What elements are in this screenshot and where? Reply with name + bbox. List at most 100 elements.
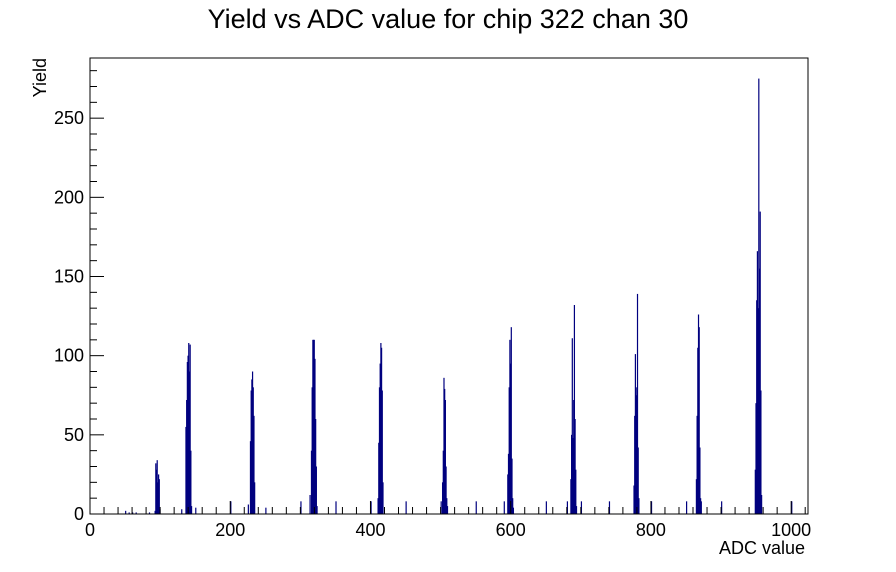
- x-axis: 0 200 400 600 800 1000: [85, 501, 811, 540]
- histogram-bin: [253, 415, 255, 514]
- histogram-bin: [381, 390, 383, 514]
- histogram-bin: [312, 339, 315, 514]
- histogram-bin: [571, 434, 573, 514]
- histogram-bin: [698, 327, 700, 514]
- y-tick-label: 100: [54, 346, 84, 366]
- histogram-bin: [125, 510, 127, 514]
- histogram-bin: [759, 211, 761, 514]
- histogram-bin: [638, 498, 640, 514]
- histogram-bin: [545, 501, 547, 514]
- histogram-bin: [187, 355, 189, 514]
- chart-title: Yield vs ADC value for chip 322 chan 30: [208, 4, 689, 34]
- histogram-bin: [128, 512, 130, 514]
- histogram-bin: [252, 387, 254, 514]
- histogram-bin: [377, 498, 379, 514]
- histogram-bin: [446, 498, 448, 514]
- histogram-bin: [636, 387, 638, 514]
- histogram-bin: [155, 469, 158, 514]
- histogram-bin: [158, 479, 160, 514]
- histogram-bin: [188, 343, 190, 514]
- histogram-bin: [571, 338, 573, 514]
- histogram-bin: [634, 415, 636, 514]
- histogram-bin: [190, 450, 192, 514]
- histogram-bin: [697, 347, 699, 514]
- histogram-bin: [181, 509, 183, 514]
- histogram-bin: [405, 501, 407, 514]
- histogram-bin: [758, 268, 761, 514]
- x-tick-label: 1000: [771, 520, 811, 540]
- histogram-bin: [265, 507, 267, 514]
- histogram-bin: [230, 501, 232, 514]
- histogram-bin: [251, 371, 254, 514]
- histogram-bin: [507, 474, 509, 514]
- histogram-bin: [637, 447, 639, 514]
- histogram-bin: [756, 251, 759, 515]
- histogram-bin: [309, 495, 311, 514]
- histogram-bin: [695, 479, 698, 514]
- y-axis-label: Yield: [30, 58, 50, 97]
- histogram-bin: [312, 339, 314, 514]
- histogram-bin: [634, 354, 637, 514]
- histogram-bin: [697, 314, 700, 514]
- histogram-bin: [700, 498, 702, 514]
- histogram-bin: [511, 458, 513, 514]
- histogram-bin: [650, 501, 653, 514]
- histogram-bin: [608, 501, 611, 514]
- histogram-bin: [155, 463, 157, 514]
- histogram-bin: [512, 507, 515, 514]
- histogram-bin: [156, 460, 158, 514]
- histogram-bin: [158, 474, 160, 514]
- histogram-bin: [686, 501, 688, 514]
- histogram-bin: [154, 510, 156, 514]
- histogram-bin: [575, 506, 578, 514]
- histogram-bin: [444, 400, 446, 514]
- histogram-bin: [758, 78, 760, 514]
- histogram-bin: [754, 469, 756, 514]
- histogram-bin: [507, 453, 510, 514]
- x-tick-label: 800: [636, 520, 666, 540]
- histogram-bin: [247, 504, 249, 514]
- histogram-bin: [135, 512, 137, 514]
- plot-frame: [89, 57, 809, 515]
- histogram-bin: [761, 495, 763, 514]
- histogram-bin: [512, 498, 514, 514]
- histogram-bin: [636, 293, 639, 514]
- histogram-bin: [311, 387, 313, 514]
- histogram-bin: [300, 501, 302, 514]
- histogram-bin: [510, 363, 512, 514]
- histogram-bin: [189, 344, 191, 514]
- histogram-bin: [310, 450, 313, 514]
- y-tick-label: 50: [64, 425, 84, 445]
- histogram-bin: [380, 347, 383, 514]
- histogram-bin: [791, 501, 793, 514]
- histogram-bin: [378, 442, 380, 514]
- histogram-bin: [378, 387, 381, 514]
- histogram-bin: [446, 506, 449, 514]
- histogram-bin: [635, 395, 637, 514]
- histogram-bin: [195, 507, 197, 514]
- histogram-bin: [475, 501, 477, 514]
- histogram-bin: [574, 419, 576, 514]
- histogram-bin: [382, 482, 384, 514]
- histogram-bin: [440, 501, 442, 514]
- histogram-bin: [251, 379, 253, 514]
- y-tick-label: 0: [74, 504, 84, 524]
- histogram-bin: [250, 390, 252, 514]
- histogram-bin: [721, 501, 723, 514]
- histogram-bin: [696, 415, 698, 514]
- histogram-bin: [313, 339, 315, 514]
- histogram-bin: [572, 438, 574, 514]
- x-tick-label: 0: [85, 520, 95, 540]
- histogram-bin: [148, 512, 151, 514]
- histogram-bin: [756, 300, 758, 514]
- histogram-bin: [315, 419, 317, 514]
- histogram-bin: [508, 387, 510, 514]
- histogram-bin: [509, 339, 511, 514]
- histogram-bin: [315, 466, 317, 514]
- y-tick-label: 200: [54, 187, 84, 207]
- histogram-bin: [254, 482, 256, 514]
- y-tick-label: 250: [54, 108, 84, 128]
- histogram-bin: [249, 441, 252, 514]
- histogram-bin: [442, 450, 444, 514]
